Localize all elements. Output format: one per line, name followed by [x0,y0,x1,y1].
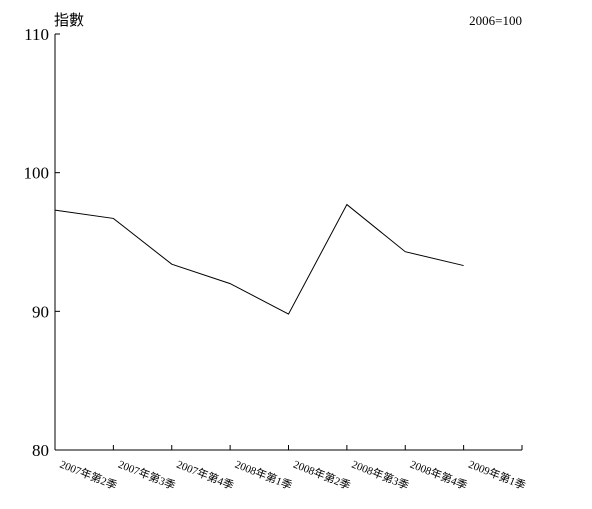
y-ticks: 110 100 90 80 [24,25,60,460]
series [54,203,464,315]
base-year-note: 2006=100 [469,13,522,28]
y-tick-label: 90 [32,302,49,321]
x-tick-label: 2008年第4季 [408,457,469,493]
x-tick-label: 2008年第3季 [350,457,411,493]
x-tick-label: 2009年第1季 [467,457,528,493]
y-tick-label: 110 [24,25,49,44]
x-tick-label: 2007年第2季 [58,457,119,493]
x-ticks: 2007年第2季2007年第3季2007年第4季2008年第1季2008年第2季… [54,445,528,493]
x-tick-label: 2007年第3季 [116,457,177,493]
series-line [54,203,464,315]
x-tick-label: 2007年第4季 [175,457,236,493]
axes [54,34,522,451]
y-tick-label: 80 [32,441,49,460]
x-tick-label: 2008年第2季 [291,457,352,493]
x-tick-label: 2008年第1季 [233,457,294,493]
y-tick-label: 100 [24,164,50,183]
y-axis-label: 指數 [54,11,85,29]
